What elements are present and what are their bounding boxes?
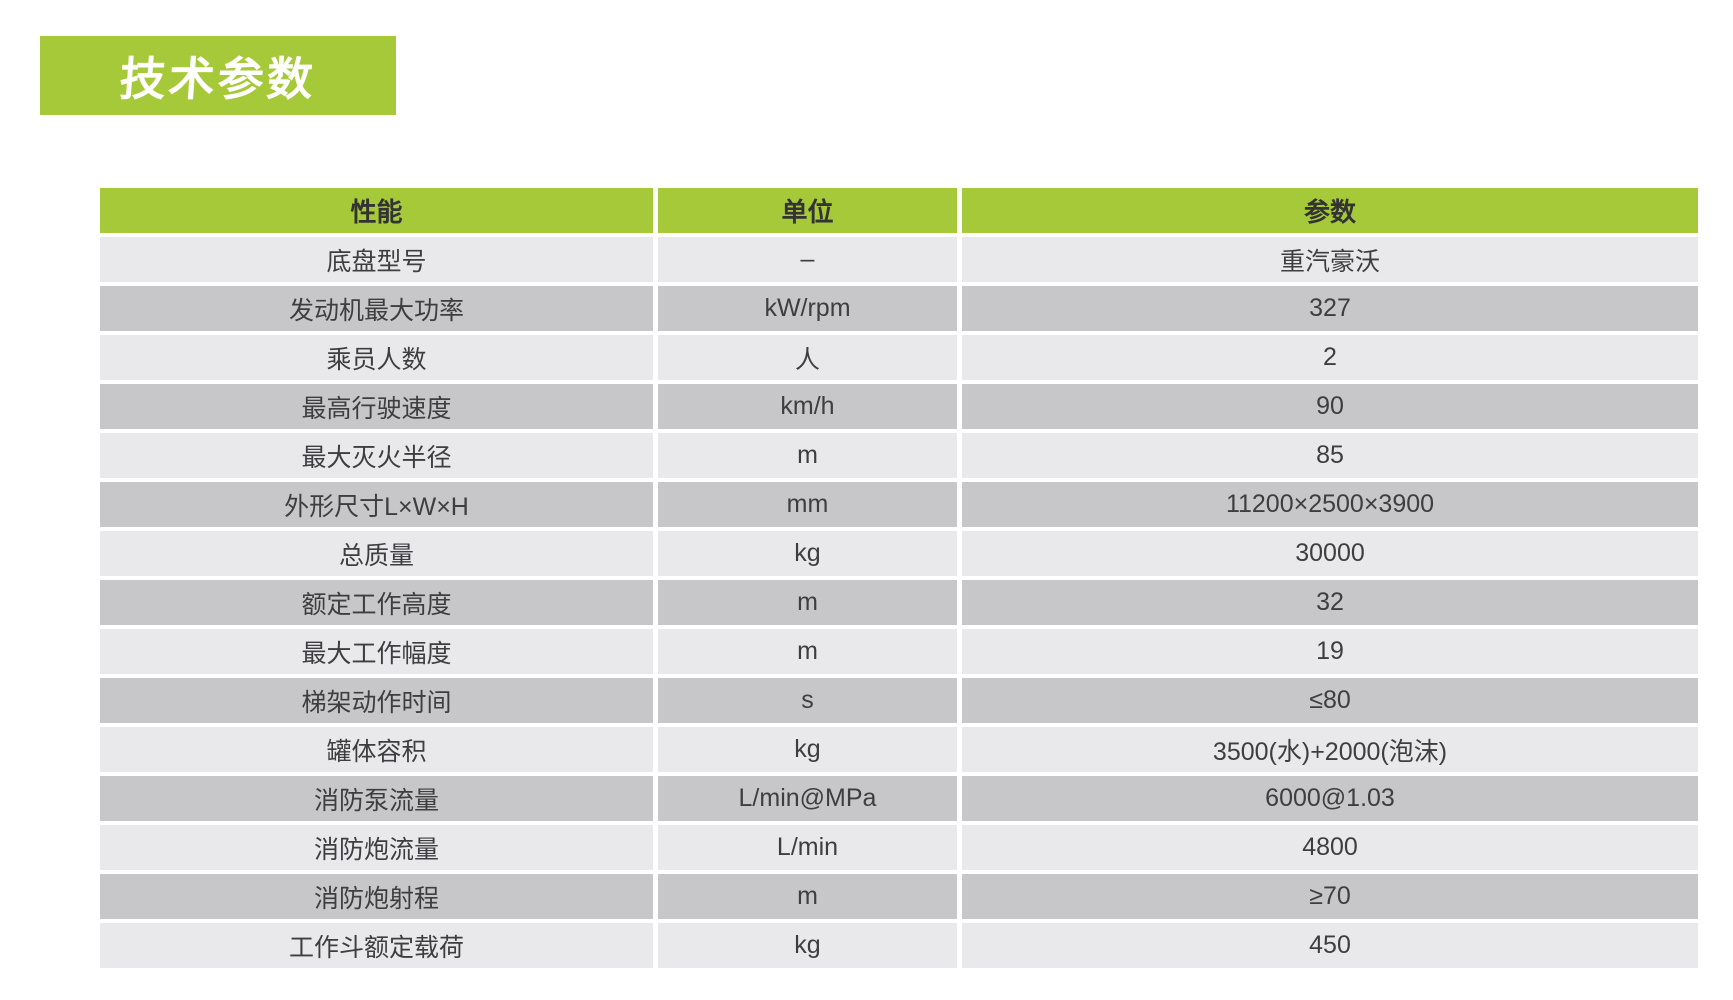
- spec-name-cell: 工作斗额定载荷: [100, 923, 653, 968]
- spec-unit-cell: kg: [658, 531, 957, 576]
- spec-name-cell: 额定工作高度: [100, 580, 653, 625]
- column-header-parameter: 参数: [962, 188, 1698, 233]
- spec-name-cell: 外形尺寸L×W×H: [100, 482, 653, 527]
- spec-unit-cell: s: [658, 678, 957, 723]
- spec-name-cell: 发动机最大功率: [100, 286, 653, 331]
- spec-value-cell: 327: [962, 286, 1698, 331]
- spec-unit-cell: m: [658, 629, 957, 674]
- column-header-performance: 性能: [100, 188, 653, 233]
- spec-value-cell: 6000@1.03: [962, 776, 1698, 821]
- spec-value-cell: 2: [962, 335, 1698, 380]
- spec-unit-cell: –: [658, 237, 957, 282]
- spec-name-cell: 梯架动作时间: [100, 678, 653, 723]
- section-title-box: 技术参数: [40, 36, 396, 115]
- spec-name-cell: 最大工作幅度: [100, 629, 653, 674]
- technical-parameters-table: 性能 单位 参数底盘型号 – 重汽豪沃发动机最大功率 kW/rpm 327 乘员人数人 2 最高行…: [100, 188, 1698, 968]
- spec-name-cell: 消防泵流量: [100, 776, 653, 821]
- section-title: 技术参数: [117, 52, 318, 105]
- spec-value-cell: 19: [962, 629, 1698, 674]
- spec-name-cell: 总质量: [100, 531, 653, 576]
- spec-name-cell: 罐体容积: [100, 727, 653, 772]
- spec-unit-cell: m: [658, 874, 957, 919]
- spec-name-cell: 最大灭火半径: [100, 433, 653, 478]
- spec-unit-cell: kg: [658, 727, 957, 772]
- spec-value-cell: 3500(水)+2000(泡沫): [962, 727, 1698, 772]
- spec-unit-cell: m: [658, 580, 957, 625]
- spec-unit-cell: L/min@MPa: [658, 776, 957, 821]
- spec-name-cell: 乘员人数: [100, 335, 653, 380]
- spec-unit-cell: m: [658, 433, 957, 478]
- spec-value-cell: 85: [962, 433, 1698, 478]
- spec-name-cell: 消防炮流量: [100, 825, 653, 870]
- spec-value-cell: 4800: [962, 825, 1698, 870]
- spec-name-cell: 底盘型号: [100, 237, 653, 282]
- spec-unit-cell: mm: [658, 482, 957, 527]
- spec-value-cell: 90: [962, 384, 1698, 429]
- spec-value-cell: 重汽豪沃: [962, 237, 1698, 282]
- spec-unit-cell: 人: [658, 335, 957, 380]
- spec-name-cell: 消防炮射程: [100, 874, 653, 919]
- spec-value-cell: 11200×2500×3900: [962, 482, 1698, 527]
- spec-value-cell: ≤80: [962, 678, 1698, 723]
- column-header-unit: 单位: [658, 188, 957, 233]
- spec-unit-cell: kg: [658, 923, 957, 968]
- spec-unit-cell: kW/rpm: [658, 286, 957, 331]
- spec-value-cell: 450: [962, 923, 1698, 968]
- spec-value-cell: ≥70: [962, 874, 1698, 919]
- spec-unit-cell: km/h: [658, 384, 957, 429]
- spec-value-cell: 32: [962, 580, 1698, 625]
- spec-unit-cell: L/min: [658, 825, 957, 870]
- spec-name-cell: 最高行驶速度: [100, 384, 653, 429]
- spec-value-cell: 30000: [962, 531, 1698, 576]
